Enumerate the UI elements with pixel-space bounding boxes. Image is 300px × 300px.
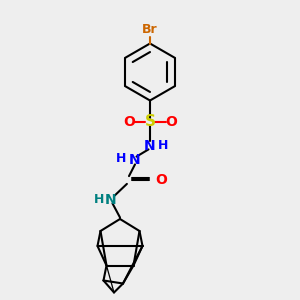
Text: H: H	[94, 193, 104, 206]
Text: H: H	[158, 139, 169, 152]
Text: O: O	[155, 173, 167, 187]
Text: N: N	[105, 193, 117, 206]
Text: Br: Br	[142, 23, 158, 36]
Text: O: O	[165, 115, 177, 128]
Text: N: N	[144, 139, 156, 152]
Text: H: H	[116, 152, 127, 165]
Text: N: N	[129, 154, 141, 167]
Text: S: S	[145, 114, 155, 129]
Text: O: O	[123, 115, 135, 128]
